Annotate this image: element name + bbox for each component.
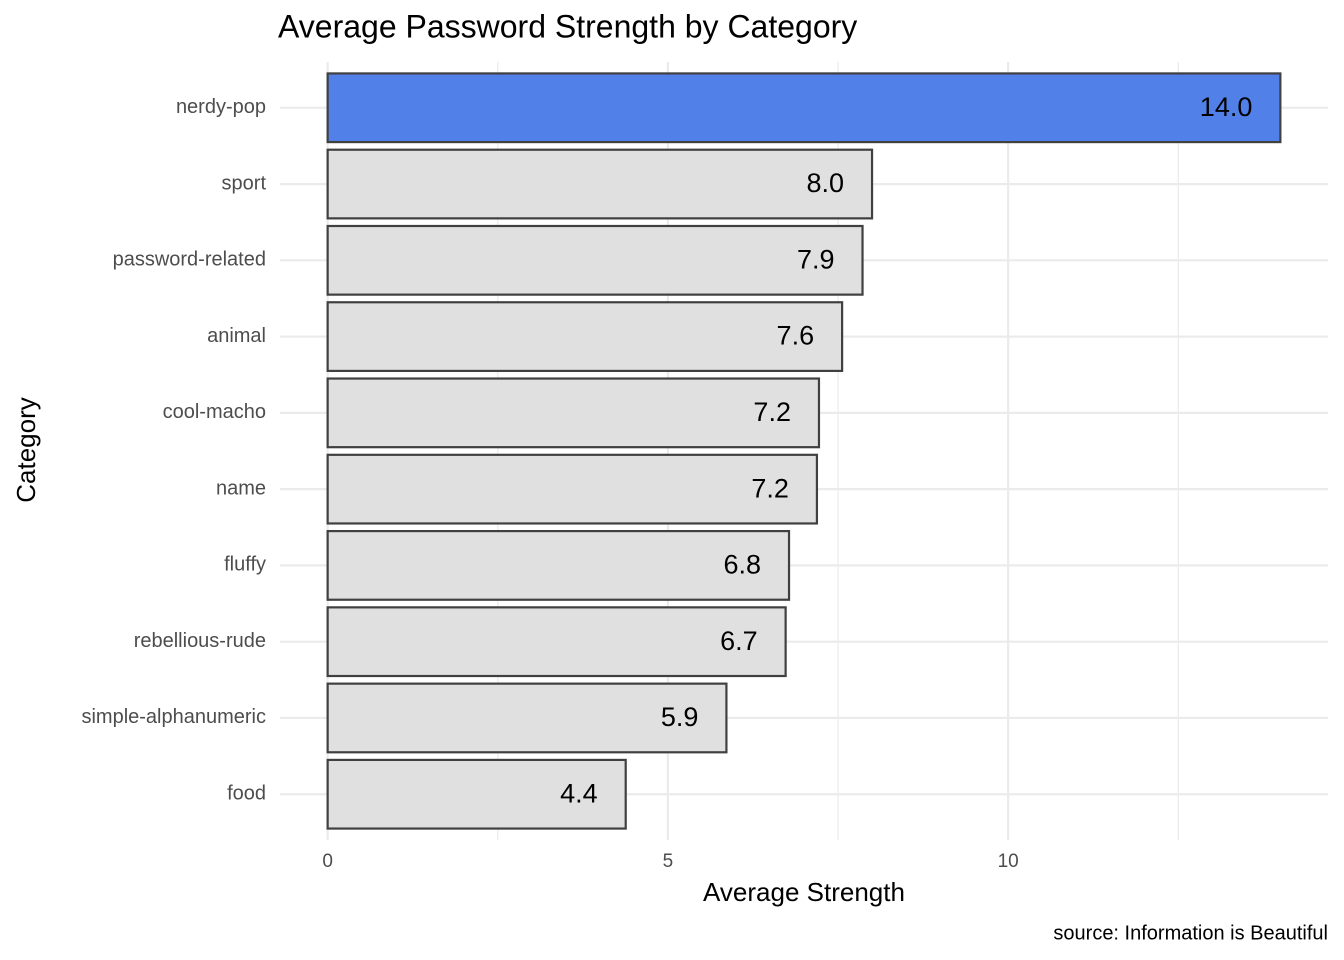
- x-tick-label: 0: [322, 851, 333, 872]
- bar: [326, 529, 791, 601]
- bar: [326, 758, 627, 830]
- bar: [326, 606, 787, 678]
- value-label: 14.0: [1200, 92, 1253, 122]
- value-label: 7.2: [753, 397, 791, 427]
- y-tick-label: fluffy: [224, 554, 266, 576]
- bar: [326, 377, 821, 449]
- value-label: 7.9: [797, 244, 835, 274]
- value-label: 7.6: [777, 321, 815, 351]
- value-label: 6.8: [723, 550, 761, 580]
- y-tick-label: simple-alphanumeric: [81, 706, 266, 728]
- value-label: 7.2: [751, 473, 789, 503]
- y-tick-label: nerdy-pop: [176, 96, 266, 118]
- x-tick-label: 5: [663, 851, 674, 872]
- bar: [326, 682, 728, 754]
- y-axis-title: Category: [11, 397, 41, 503]
- caption: source: Information is Beautiful: [1053, 922, 1328, 944]
- bar: [326, 301, 844, 373]
- y-tick-label: animal: [207, 325, 266, 347]
- bar: [326, 72, 1282, 144]
- y-tick-label: name: [216, 477, 266, 499]
- y-tick-label: sport: [222, 172, 267, 194]
- chart-title: Average Password Strength by Category: [278, 8, 857, 44]
- y-tick-label: password-related: [113, 249, 266, 271]
- value-label: 6.7: [720, 626, 758, 656]
- y-tick-label: rebellious-rude: [134, 630, 266, 652]
- bar: [326, 148, 874, 220]
- bar: [326, 453, 819, 525]
- x-tick-label: 10: [998, 851, 1019, 872]
- y-tick-label: cool-macho: [163, 401, 266, 423]
- x-axis-title: Average Strength: [703, 877, 905, 907]
- y-tick-label: food: [227, 783, 266, 805]
- value-label: 4.4: [560, 778, 598, 808]
- value-label: 8.0: [807, 168, 845, 198]
- bar: [326, 224, 864, 296]
- value-label: 5.9: [661, 702, 699, 732]
